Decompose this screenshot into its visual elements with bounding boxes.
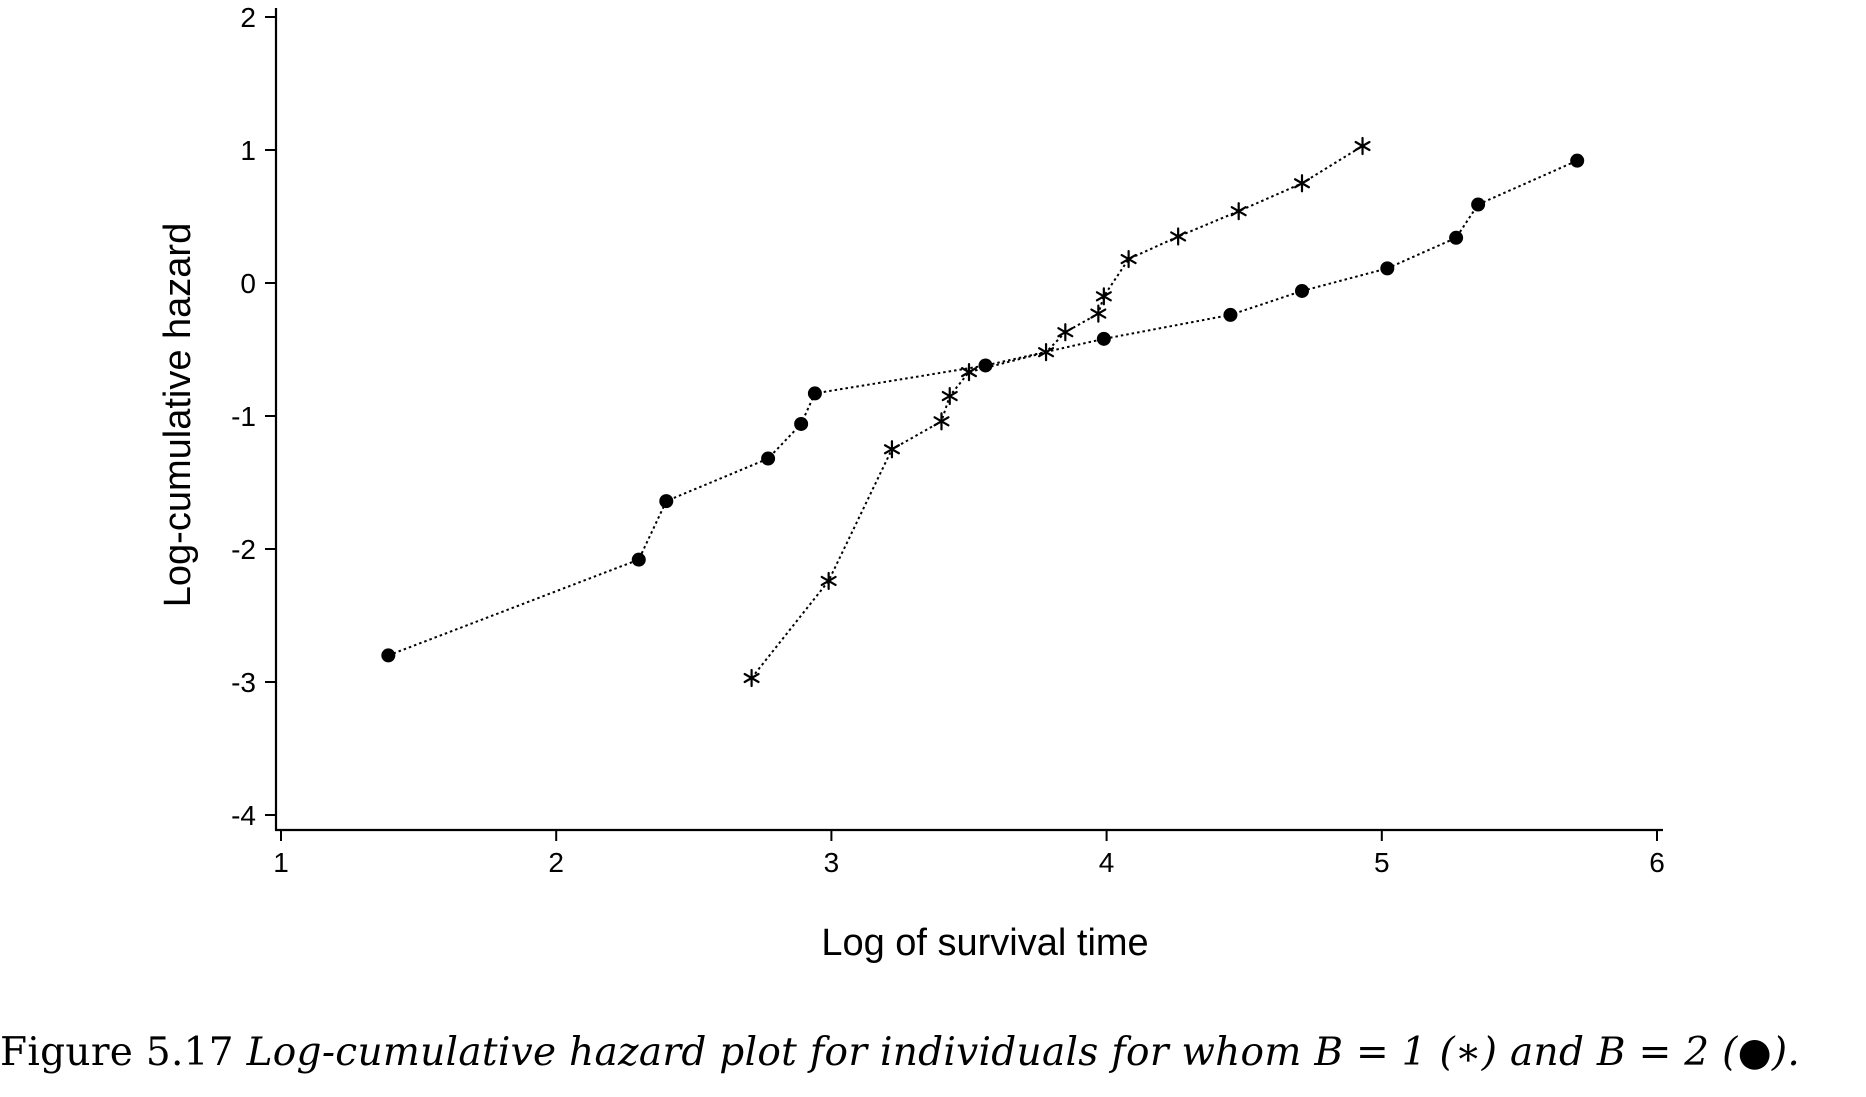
data-point-asterisk xyxy=(1170,227,1187,246)
y-axis-title: Log-cumulative hazard xyxy=(157,223,199,607)
data-point-asterisk xyxy=(820,571,837,591)
data-point-asterisk xyxy=(941,386,958,406)
y-tick-label: -2 xyxy=(231,534,256,565)
data-point-asterisk xyxy=(743,668,760,688)
data-point-dot xyxy=(631,552,646,567)
x-axis-title: Log of survival time xyxy=(821,922,1148,964)
data-point-asterisk xyxy=(1095,287,1112,306)
data-point-asterisk xyxy=(1230,202,1247,221)
data-point-asterisk xyxy=(1120,249,1137,269)
series-lines xyxy=(387,145,1578,679)
data-point-dot xyxy=(381,648,396,663)
data-point-dot xyxy=(1471,197,1486,212)
data-point-asterisk xyxy=(960,363,978,382)
y-tick-label: -4 xyxy=(231,800,256,831)
y-tick-label: 0 xyxy=(240,268,256,299)
y-tick-label: 1 xyxy=(240,135,256,166)
x-tick-label: 6 xyxy=(1649,847,1665,878)
x-tick-label: 3 xyxy=(824,847,840,878)
series-markers xyxy=(381,136,1585,688)
data-point-asterisk xyxy=(933,412,950,431)
data-point-dot xyxy=(794,416,809,431)
caption-text: Log-cumulative hazard plot for individua… xyxy=(246,1030,1801,1075)
data-point-asterisk xyxy=(1038,343,1055,362)
x-tick-label: 5 xyxy=(1374,847,1390,878)
x-tick-label: 2 xyxy=(548,847,564,878)
caption-number: Figure 5.17 xyxy=(0,1030,234,1075)
data-point-dot xyxy=(1294,283,1309,298)
chart: 1 2 3 4 5 6 2 1 0 -1 -2 -3 -4 Log of survival time L… xyxy=(157,2,1665,964)
data-point-dot xyxy=(1096,331,1111,346)
data-point-dot xyxy=(978,358,993,373)
data-point-dot xyxy=(1570,153,1585,168)
data-point-dot xyxy=(807,386,822,401)
y-tick-label: -1 xyxy=(231,401,256,432)
axes: 1 2 3 4 5 6 2 1 0 -1 -2 -3 -4 xyxy=(231,2,1665,878)
data-point-asterisk xyxy=(1354,136,1371,156)
data-point-asterisk xyxy=(883,440,900,459)
data-point-dot xyxy=(1380,261,1395,276)
figure-caption: Figure 5.17 Log-cumulative hazard plot f… xyxy=(0,1030,1866,1075)
data-point-asterisk xyxy=(1057,323,1074,342)
data-point-dot xyxy=(761,451,776,466)
series-2-line xyxy=(387,159,1578,657)
y-tick-label: -3 xyxy=(231,667,256,698)
x-tick-label: 1 xyxy=(273,847,289,878)
data-point-asterisk xyxy=(1090,304,1107,323)
data-point-dot xyxy=(1223,307,1238,322)
series-1-line xyxy=(750,145,1364,679)
x-tick-label: 4 xyxy=(1099,847,1115,878)
data-point-dot xyxy=(1449,230,1464,245)
y-tick-label: 2 xyxy=(240,2,256,33)
data-point-dot xyxy=(659,494,674,509)
data-point-asterisk xyxy=(1293,174,1311,193)
